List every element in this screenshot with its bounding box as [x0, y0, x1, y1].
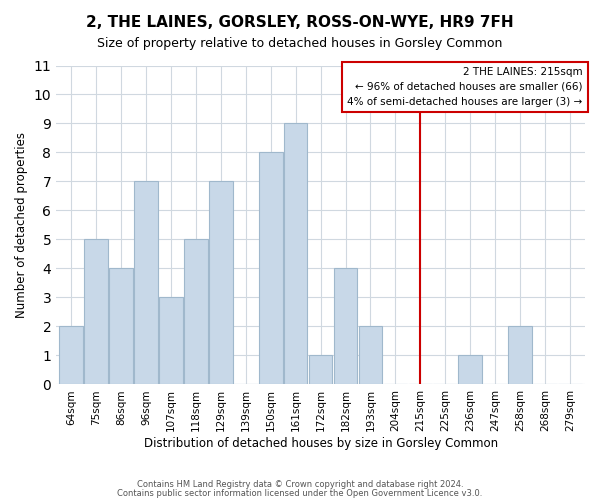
Y-axis label: Number of detached properties: Number of detached properties: [15, 132, 28, 318]
Bar: [184, 240, 208, 384]
Bar: [334, 268, 358, 384]
Bar: [159, 298, 183, 384]
Text: Contains public sector information licensed under the Open Government Licence v3: Contains public sector information licen…: [118, 488, 482, 498]
Bar: [309, 356, 332, 384]
Bar: [259, 152, 283, 384]
Bar: [134, 182, 158, 384]
Bar: [284, 124, 307, 384]
Text: Size of property relative to detached houses in Gorsley Common: Size of property relative to detached ho…: [97, 38, 503, 51]
Text: Contains HM Land Registry data © Crown copyright and database right 2024.: Contains HM Land Registry data © Crown c…: [137, 480, 463, 489]
Bar: [109, 268, 133, 384]
Bar: [508, 326, 532, 384]
Bar: [84, 240, 108, 384]
Text: 2 THE LAINES: 215sqm
← 96% of detached houses are smaller (66)
4% of semi-detach: 2 THE LAINES: 215sqm ← 96% of detached h…: [347, 67, 583, 106]
Bar: [458, 356, 482, 384]
Bar: [359, 326, 382, 384]
X-axis label: Distribution of detached houses by size in Gorsley Common: Distribution of detached houses by size …: [143, 437, 497, 450]
Bar: [209, 182, 233, 384]
Bar: [59, 326, 83, 384]
Text: 2, THE LAINES, GORSLEY, ROSS-ON-WYE, HR9 7FH: 2, THE LAINES, GORSLEY, ROSS-ON-WYE, HR9…: [86, 15, 514, 30]
